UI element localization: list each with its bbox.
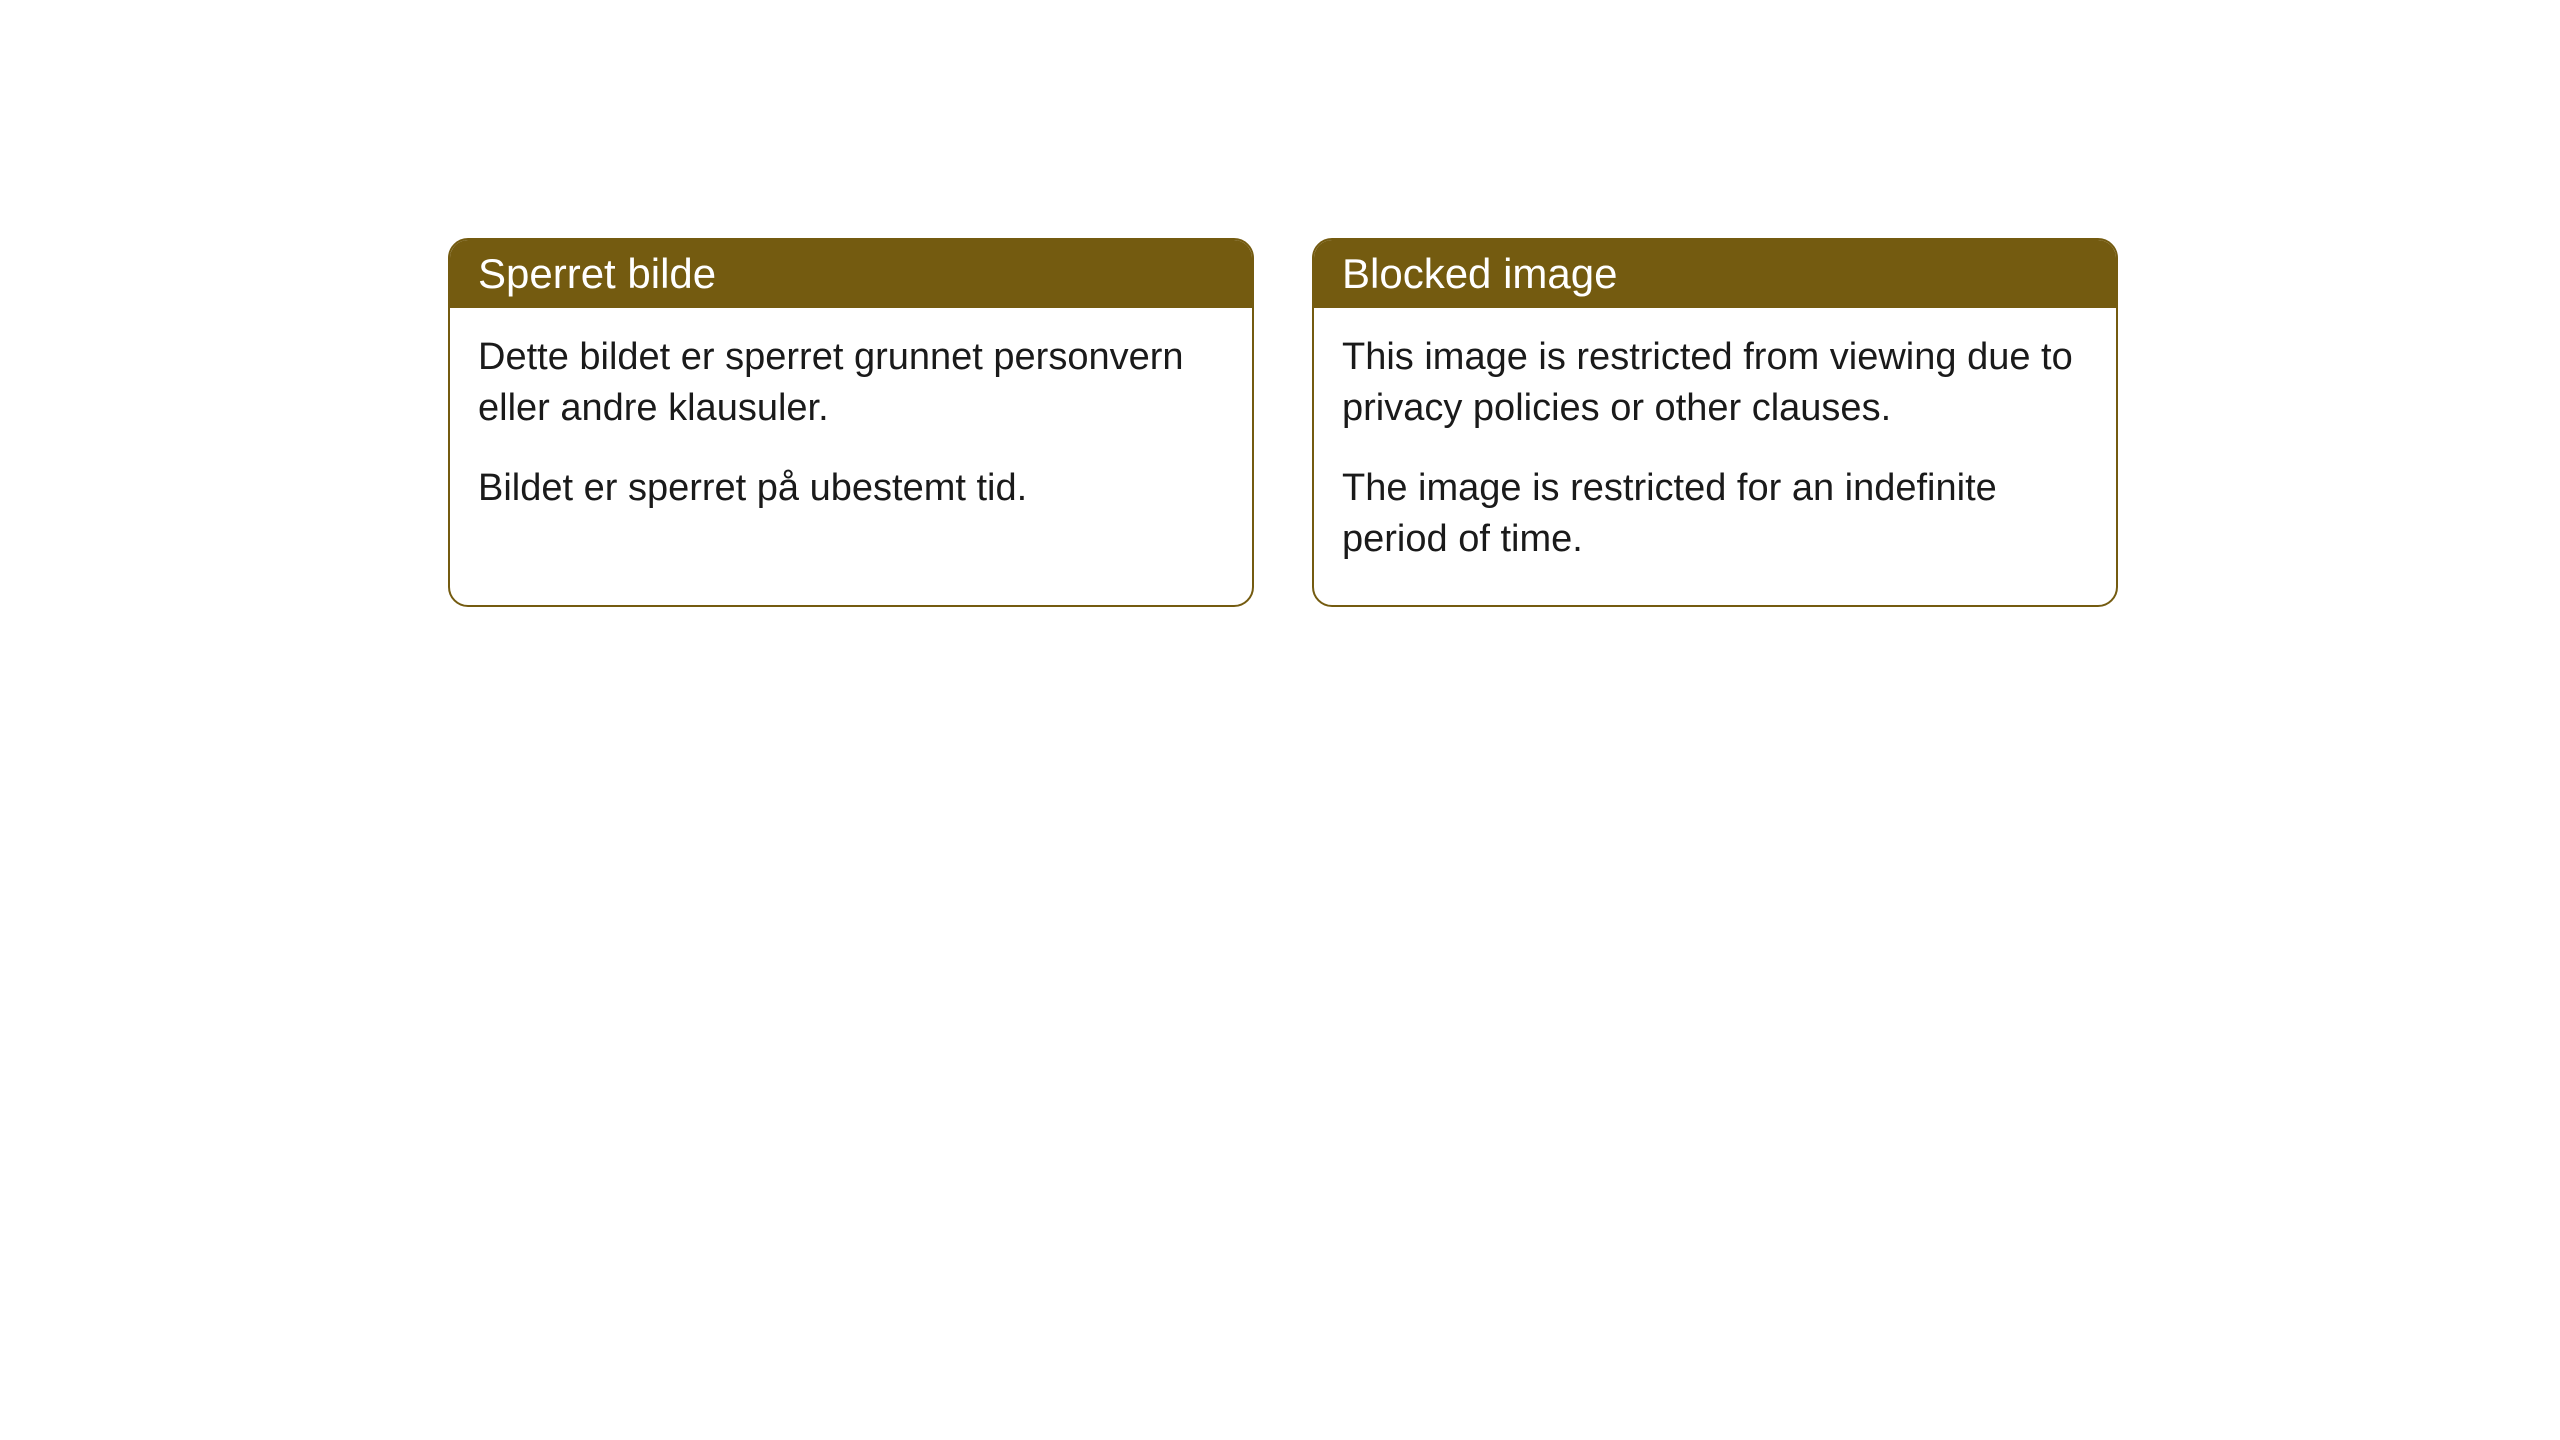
card-paragraph-2: The image is restricted for an indefinit… — [1342, 463, 2088, 566]
notice-card-norwegian: Sperret bilde Dette bildet er sperret gr… — [448, 238, 1254, 607]
card-title-norwegian: Sperret bilde — [450, 240, 1252, 308]
card-paragraph-2: Bildet er sperret på ubestemt tid. — [478, 463, 1224, 514]
card-body-norwegian: Dette bildet er sperret grunnet personve… — [450, 308, 1252, 554]
notice-card-english: Blocked image This image is restricted f… — [1312, 238, 2118, 607]
card-paragraph-1: This image is restricted from viewing du… — [1342, 332, 2088, 435]
card-body-english: This image is restricted from viewing du… — [1314, 308, 2116, 605]
blocked-image-notices: Sperret bilde Dette bildet er sperret gr… — [448, 238, 2118, 607]
card-title-english: Blocked image — [1314, 240, 2116, 308]
card-paragraph-1: Dette bildet er sperret grunnet personve… — [478, 332, 1224, 435]
